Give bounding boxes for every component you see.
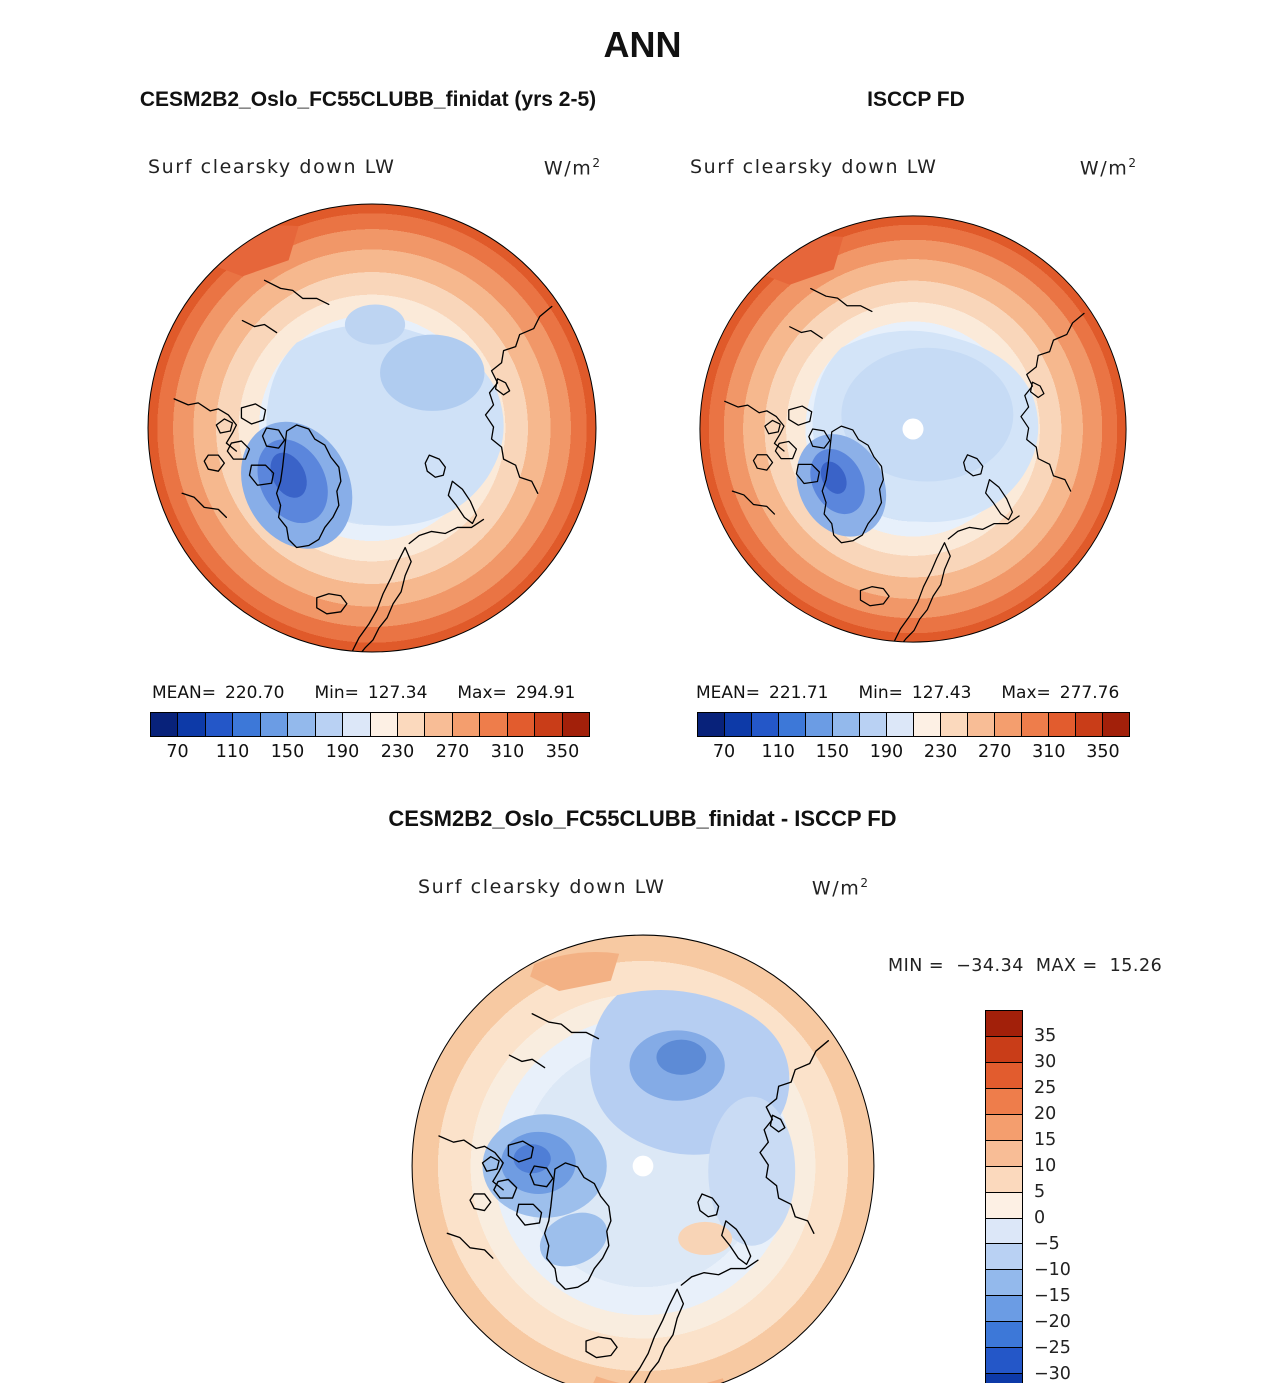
obs-field-row: Surf clearsky down LW W/m2	[690, 156, 1136, 179]
diff-minmax-row: MIN = −34.34 MAX = 15.26	[888, 956, 1162, 976]
mean-value: 221.71	[769, 683, 829, 703]
diff-max-label: MAX =	[1035, 956, 1098, 976]
diff-panel-title: CESM2B2_Oslo_FC55CLUBB_finidat - ISCCP F…	[388, 806, 897, 831]
diff-min-value: −34.34	[956, 956, 1024, 976]
model-units-label: W/m2	[543, 156, 600, 180]
max-value: 277.76	[1059, 683, 1120, 703]
diff-field-row: Surf clearsky down LW W/m2	[418, 876, 868, 899]
diff-max-value: 15.26	[1109, 956, 1163, 976]
diff-field-label: Surf clearsky down LW	[418, 876, 666, 898]
model-colorbar-ticks: 70 110 150 190 230 270 310 350	[166, 742, 580, 762]
obs-stats-row: MEAN= 221.71 Min= 127.43 Max= 277.76	[696, 683, 1119, 703]
pole-hole-dot	[632, 1155, 654, 1177]
model-colorbar	[150, 712, 590, 737]
model-polar-map	[147, 203, 597, 653]
diff-polar-map	[411, 934, 875, 1383]
map-boundary-circle	[147, 203, 597, 653]
max-label: Max=	[457, 683, 507, 703]
diff-min-label: MIN =	[888, 956, 945, 976]
obs-polar-map	[699, 215, 1127, 643]
obs-units-label: W/m2	[1079, 156, 1136, 180]
map-boundary-circle	[699, 215, 1127, 643]
pole-hole-dot	[902, 418, 924, 440]
max-value: 294.91	[515, 683, 576, 703]
diff-map-anomaly-blobs	[482, 952, 796, 1383]
diff-colorbar	[985, 1010, 1023, 1383]
obs-map-anomaly-blobs	[755, 236, 1039, 537]
mean-value: 220.70	[225, 683, 285, 703]
map-boundary-circle	[411, 934, 875, 1383]
obs-colorbar	[697, 712, 1130, 737]
obs-panel-title: ISCCP FD	[867, 88, 965, 111]
model-panel-title: CESM2B2_Oslo_FC55CLUBB_finidat (yrs 2-5)	[139, 88, 597, 111]
model-field-label: Surf clearsky down LW	[148, 156, 396, 178]
diff-units-label: W/m2	[811, 876, 868, 900]
min-label: Min=	[858, 683, 903, 703]
model-field-row: Surf clearsky down LW W/m2	[148, 156, 600, 179]
max-label: Max=	[1001, 683, 1051, 703]
obs-colorbar-ticks: 70 110 150 190 230 270 310 350	[712, 742, 1120, 762]
min-value: 127.34	[367, 683, 428, 703]
mean-label: MEAN=	[696, 683, 760, 703]
model-stats-row: MEAN= 220.70 Min= 127.34 Max= 294.91	[152, 683, 575, 703]
min-label: Min=	[314, 683, 359, 703]
figure-title: ANN	[603, 24, 682, 65]
obs-field-label: Surf clearsky down LW	[690, 156, 938, 178]
mean-label: MEAN=	[152, 683, 216, 703]
min-value: 127.43	[911, 683, 972, 703]
